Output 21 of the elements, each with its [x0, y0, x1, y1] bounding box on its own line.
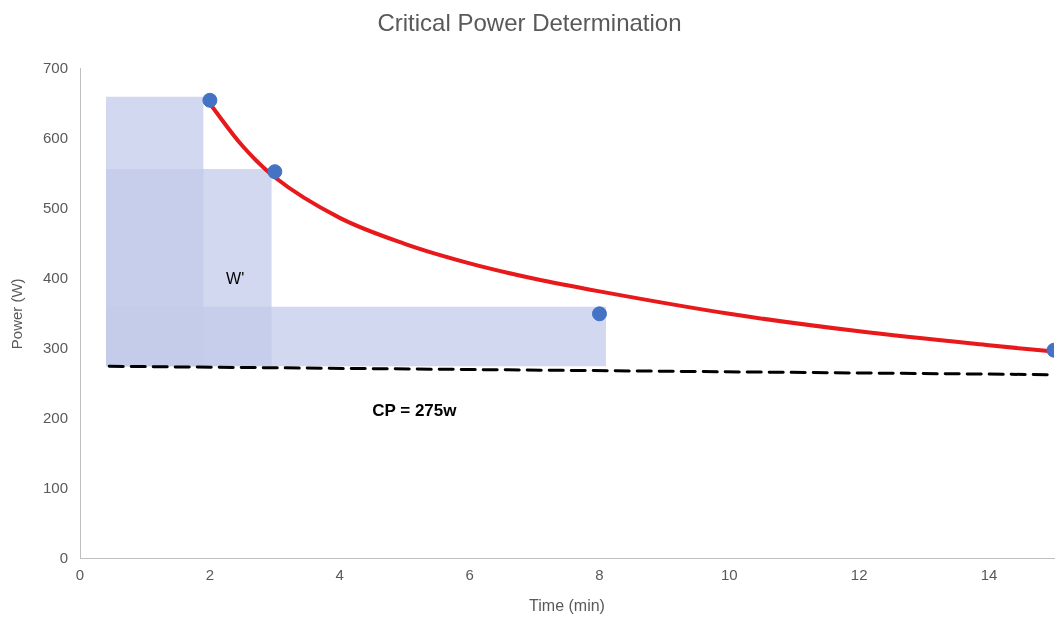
- y-tick-label: 700: [43, 58, 69, 76]
- x-tick-label: 6: [465, 565, 474, 583]
- x-tick-label: 10: [721, 565, 738, 583]
- y-axis-title: Power (W): [8, 278, 26, 350]
- y-tick-label: 300: [43, 338, 69, 356]
- x-tick-label: 12: [850, 565, 868, 583]
- y-tick-label: 400: [43, 268, 69, 286]
- annotation: CP = 275w: [372, 401, 458, 421]
- x-axis-title: Time (min): [529, 596, 605, 614]
- y-tick-label: 200: [43, 408, 69, 426]
- x-tick-label: 8: [595, 565, 604, 583]
- x-tick-label: 14: [980, 565, 998, 583]
- y-tick-label: 100: [43, 478, 69, 496]
- x-tick-label: 2: [205, 565, 215, 583]
- y-tick-label: 500: [43, 198, 69, 216]
- y-tick-label: 600: [43, 128, 69, 146]
- y-tick-label: 0: [59, 548, 69, 566]
- annotation: W': [226, 269, 245, 287]
- x-tick-label: 0: [75, 565, 85, 583]
- x-tick-label: 4: [335, 565, 344, 583]
- chart-title: Critical Power Determination: [377, 9, 682, 37]
